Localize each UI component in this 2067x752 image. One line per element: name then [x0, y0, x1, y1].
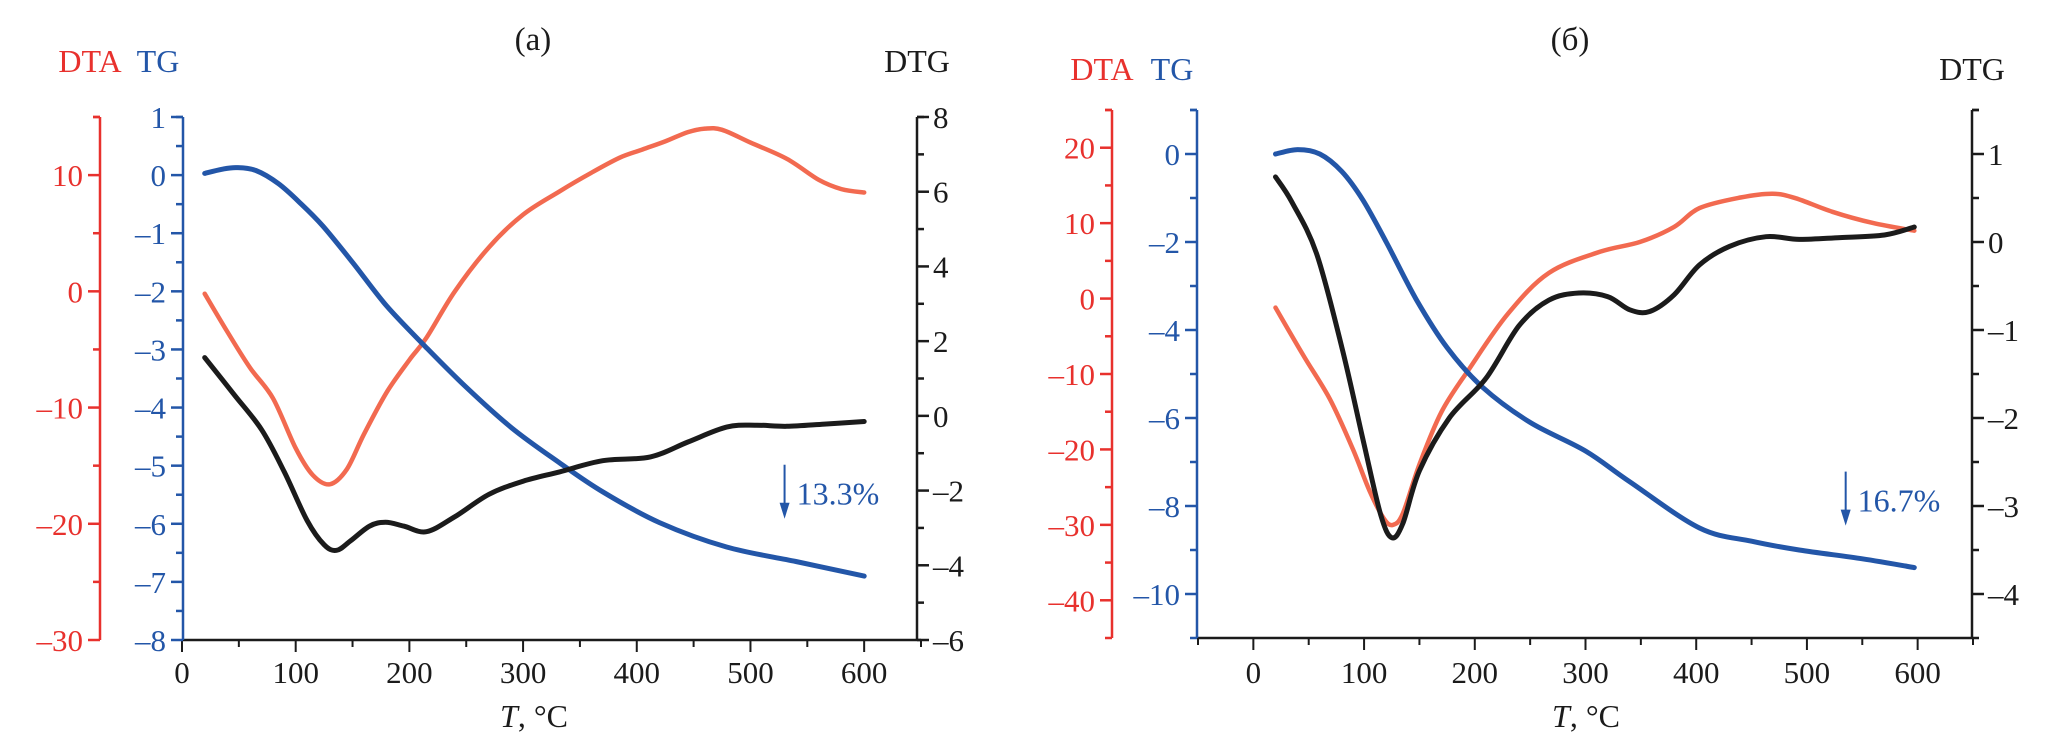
tg-tick-label: –1	[134, 216, 166, 251]
dtg-tick-label: 8	[933, 100, 949, 135]
dta-tick-label: 10	[52, 158, 83, 193]
dta-tick-label: 0	[68, 274, 84, 309]
dtg-tick-label: 6	[933, 175, 949, 210]
x-tick-label: 500	[1784, 655, 1831, 690]
x-tick-label: 200	[386, 655, 433, 690]
x-tick-label: 500	[727, 655, 774, 690]
tg-tick-label: –3	[134, 332, 166, 367]
dtg-tick-label: –1	[1987, 313, 2019, 348]
tg-axis-title: TG	[137, 43, 180, 79]
x-axis-title: T, °C	[500, 698, 568, 734]
tg-tick-label: 1	[151, 100, 167, 135]
dta-axis-title: DTA	[58, 43, 121, 79]
tg-tick-label: 0	[1165, 137, 1181, 172]
dtg-tick-label: 2	[933, 324, 949, 359]
dtg-tick-label: 0	[1988, 225, 2004, 260]
dta-tick-label: –40	[1048, 583, 1096, 618]
x-axis-title: T, °C	[1552, 698, 1620, 734]
dtg-axis-title: DTG	[1939, 51, 2005, 87]
tg-tick-label: –8	[134, 623, 166, 658]
dtg-tick-label: 4	[933, 249, 949, 284]
x-tick-label: 300	[1562, 655, 1609, 690]
dtg-axis-title: DTG	[884, 43, 950, 79]
dtg-axis: –4 –3 –2 –1 0 1 DTG	[1939, 51, 2020, 640]
x-tick-label: 200	[1452, 655, 1499, 690]
dtg-tick-label: –2	[1987, 401, 2019, 436]
tg-tick-label: –2	[1148, 225, 1180, 260]
dtg-axis: –6 –4 –2 0 2 4 6 8 DTG	[884, 43, 964, 658]
dtg-curve	[202, 355, 867, 553]
dtg-tick-label: 1	[1988, 137, 2004, 172]
tg-tick-label: –7	[134, 565, 166, 600]
panel-title: (a)	[515, 22, 552, 58]
mass-loss-label: 13.3%	[797, 476, 880, 512]
dta-tick-label: 10	[1064, 206, 1095, 241]
tg-axis-title: TG	[1151, 51, 1194, 87]
dta-tick-label: –30	[36, 623, 84, 658]
dtg-tick-label: 0	[933, 399, 949, 434]
tg-tick-label: –6	[1148, 401, 1180, 436]
tg-axis: –10 –8 –6 –4 –2 0 TG	[1133, 51, 1199, 640]
dta-tick-label: –10	[36, 391, 84, 426]
dtg-tick-label: –2	[932, 474, 964, 509]
x-tick-label: 100	[1341, 655, 1388, 690]
x-tick-label: 400	[1673, 655, 1720, 690]
tg-tick-label: –6	[134, 507, 166, 542]
dtg-tick-label: –3	[1987, 489, 2019, 524]
x-tick-label: 0	[1246, 655, 1262, 690]
dta-tick-label: –30	[1048, 508, 1096, 543]
x-tick-label: 300	[500, 655, 547, 690]
dta-curve	[1273, 191, 1917, 528]
tg-tick-label: –8	[1148, 489, 1180, 524]
mass-loss-annotation: 13.3%	[779, 464, 880, 519]
dtg-tick-label: –4	[932, 548, 965, 583]
x-tick-label: 100	[272, 655, 319, 690]
tg-tick-label: 0	[151, 158, 167, 193]
down-arrow-icon	[779, 502, 790, 519]
mass-loss-annotation: 16.7%	[1840, 471, 1941, 526]
dtg-tick-label: –6	[932, 623, 964, 658]
dta-tick-label: –10	[1048, 357, 1096, 392]
dta-tick-label: 0	[1080, 282, 1096, 317]
mass-loss-label: 16.7%	[1858, 483, 1941, 519]
tg-tick-label: –2	[134, 274, 166, 309]
x-tick-label: 400	[614, 655, 661, 690]
down-arrow-icon	[1840, 509, 1851, 526]
dtg-tick-label: –4	[1987, 577, 2020, 612]
dta-curve	[202, 125, 867, 487]
dtg-curve	[1273, 174, 1917, 541]
dta-tick-label: –20	[1048, 432, 1096, 467]
panel-title: (б)	[1551, 22, 1590, 58]
tg-curve	[202, 165, 867, 579]
dta-tick-label: –20	[36, 507, 84, 542]
tg-curve	[1273, 147, 1917, 571]
tg-tick-label: –4	[1148, 313, 1181, 348]
tg-axis: –8 –7 –6 –5 –4 –3 –2 –1 0 1 TG	[134, 43, 185, 658]
dta-axis: –40 –30 –20 –10 0 10 20 DTA	[1048, 51, 1134, 640]
x-tick-label: 600	[841, 655, 888, 690]
x-axis: 0 100 200 300 400 500 600 T, °C	[1197, 636, 1974, 734]
tg-tick-label: –10	[1133, 577, 1181, 612]
x-tick-label: 600	[1894, 655, 1941, 690]
tg-tick-label: –4	[134, 391, 167, 426]
x-tick-label: 0	[174, 655, 190, 690]
tg-tick-label: –5	[134, 449, 166, 484]
dta-tick-label: 20	[1064, 131, 1095, 166]
x-axis: 0 100 200 300 400 500 600 T, °C	[174, 638, 922, 734]
dta-axis: –30 –20 –10 0 10 DTA	[36, 43, 122, 658]
dta-axis-title: DTA	[1070, 51, 1133, 87]
